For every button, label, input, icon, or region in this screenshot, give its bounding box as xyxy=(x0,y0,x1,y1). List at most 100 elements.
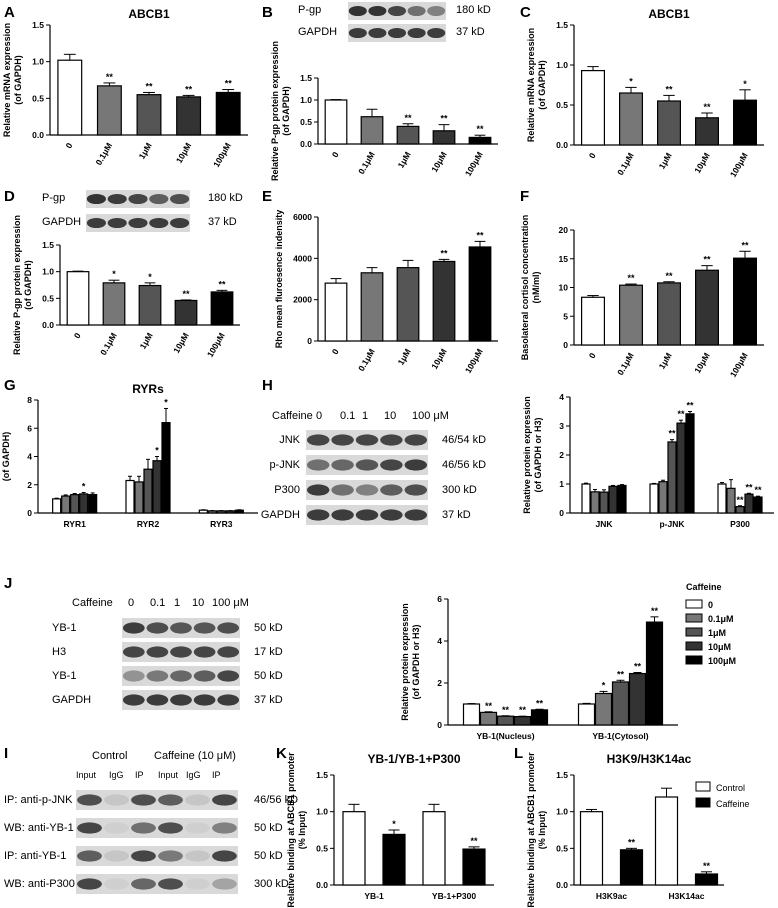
chart-title: ABCB1 xyxy=(648,7,690,21)
panel-letter-d: D xyxy=(4,188,15,205)
y-tick-label: 0.5 xyxy=(556,100,568,110)
blot-band xyxy=(146,694,169,706)
blot-band xyxy=(368,27,387,39)
bar xyxy=(462,703,481,726)
y-tick-label: 2 xyxy=(559,450,564,460)
blot-band xyxy=(170,193,190,205)
blot-row-label: WB: anti-P300 xyxy=(4,878,75,890)
y-axis-label-line: Relative binding at ABCB1 promoter xyxy=(526,752,536,908)
x-tick-label: 0.1μM xyxy=(615,151,636,177)
legend-label: Control xyxy=(716,783,745,793)
legend-label: 0 xyxy=(708,600,713,610)
significance-label: ** xyxy=(145,81,153,91)
x-tick-label: 10μM xyxy=(429,347,449,371)
blot-band xyxy=(404,484,428,496)
y-tick-label: 4 xyxy=(27,452,32,462)
panel-letter-a: A xyxy=(4,4,15,21)
chart-f: 0 5 10 15 20 Basolateral cortisol concentrati… xyxy=(520,215,764,379)
blot-dose-label: 0 xyxy=(316,410,323,422)
y-tick-label: 2 xyxy=(27,480,32,490)
blot-band xyxy=(193,670,216,682)
blot-band xyxy=(380,484,403,496)
blot-strip xyxy=(122,618,240,638)
blot-group-label: Control xyxy=(92,750,128,762)
chart-title: YB-1/YB-1+P300 xyxy=(367,752,460,766)
x-tick-label: 10μM xyxy=(429,150,449,174)
blot-band xyxy=(407,5,426,17)
blot-band xyxy=(170,622,192,634)
bar xyxy=(136,94,162,136)
y-tick-label: 1.0 xyxy=(32,57,44,67)
blot-band xyxy=(368,5,387,17)
blot-band xyxy=(104,878,129,890)
x-tick-label: 100μM xyxy=(728,151,750,179)
y-axis-label-line: Relative mRNA expression xyxy=(526,28,536,142)
panel-letter-h: H xyxy=(262,377,273,394)
significance-label: ** xyxy=(476,124,484,134)
x-tick-label: 0.1μM xyxy=(98,331,119,357)
blot-band xyxy=(122,670,145,682)
bar xyxy=(102,282,126,326)
blot-header: Caffeine xyxy=(272,410,313,422)
blot-band xyxy=(355,459,379,471)
y-axis-label-line: Relative P-gp protein expression xyxy=(270,41,280,181)
bar xyxy=(382,833,406,886)
significance-label: * xyxy=(629,76,633,86)
bar xyxy=(667,441,677,514)
legend-swatch xyxy=(685,641,703,651)
legend-label: Caffeine xyxy=(716,799,749,809)
blot-band xyxy=(331,434,354,446)
bar xyxy=(70,494,80,514)
y-axis-label-line: Rho mean fluroesence indensity xyxy=(274,210,284,349)
y-axis-label-line: (of GAPDH) xyxy=(281,86,291,136)
blot-strip xyxy=(76,846,238,866)
bar xyxy=(530,709,549,726)
x-tick-label: 100μM xyxy=(211,141,233,169)
x-tick-label: 100μM xyxy=(463,150,485,178)
y-tick-label: 5 xyxy=(563,311,568,321)
significance-label: ** xyxy=(106,72,114,82)
legend-label: 10μM xyxy=(708,642,731,652)
significance-label: ** xyxy=(519,705,527,715)
blot-lane-label: IgG xyxy=(186,770,201,780)
y-tick-label: 0 xyxy=(563,340,568,350)
bar xyxy=(216,510,226,514)
x-tick-label: p-JNK xyxy=(659,519,685,529)
bar xyxy=(580,296,605,346)
x-tick-label: YB-1+P300 xyxy=(432,891,476,901)
x-tick-label: YB-1 xyxy=(364,891,384,901)
blot-dose-label: 0.1 xyxy=(340,410,356,422)
blot-group-label: Caffeine (10 μM) xyxy=(154,750,236,762)
blot-band xyxy=(146,670,169,682)
x-tick-label: 0 xyxy=(587,351,598,360)
y-tick-label: 6 xyxy=(437,594,442,604)
y-tick-label: 0 xyxy=(437,720,442,730)
blot-row-label: p-JNK xyxy=(269,459,300,471)
bar xyxy=(628,672,647,726)
blot-band xyxy=(77,878,102,890)
y-tick-label: 1.0 xyxy=(316,807,328,817)
blot-strip xyxy=(306,505,428,525)
blot-row-label: P-gp xyxy=(42,192,66,204)
blot-band xyxy=(380,509,403,521)
y-tick-label: 0 xyxy=(559,508,564,518)
blot-band xyxy=(131,794,156,806)
blot-band xyxy=(146,622,169,634)
bar xyxy=(234,509,244,514)
x-tick-label: JNK xyxy=(595,519,613,529)
bar xyxy=(611,681,630,726)
bar xyxy=(61,495,71,514)
y-tick-label: 8 xyxy=(27,395,32,405)
significance-label: * xyxy=(164,397,168,407)
significance-label: * xyxy=(602,680,606,690)
blot-row-label: YB-1 xyxy=(52,622,77,634)
significance-label: ** xyxy=(485,701,493,711)
blot-band xyxy=(158,822,183,834)
x-tick-label: 100μM xyxy=(463,347,485,375)
bar xyxy=(496,715,515,726)
significance-label: * xyxy=(148,272,152,282)
y-axis-label-line: Basolateral cortisol concentration xyxy=(520,215,530,361)
blot-band xyxy=(217,694,240,706)
y-tick-label: 2 xyxy=(437,678,442,688)
blot-band xyxy=(128,217,148,229)
